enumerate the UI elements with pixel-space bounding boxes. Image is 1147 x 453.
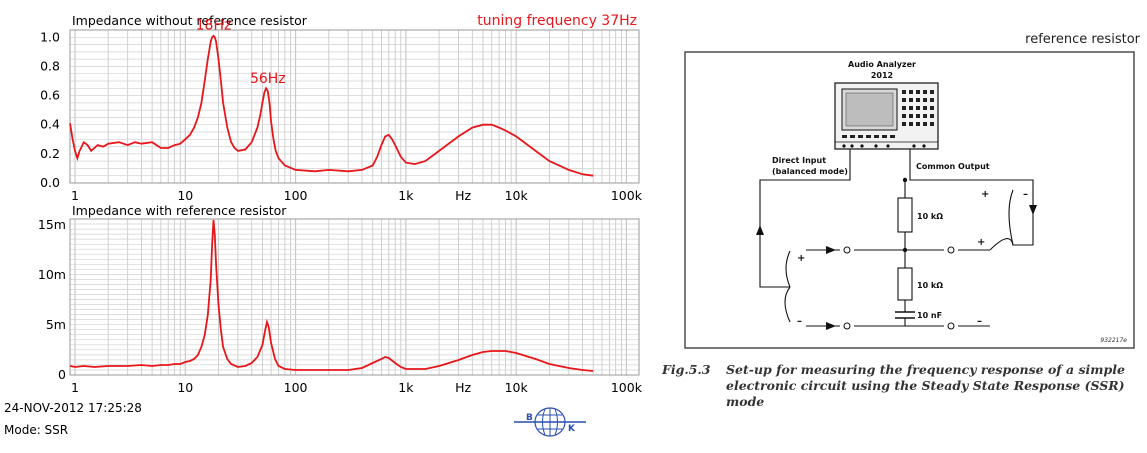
- peak-annotation: 18Hz: [196, 17, 232, 33]
- impedance-chart-with-resistor: 0 5m 10m 15m 1 10 100 1k Hz 10k 100k Impedance wi…: [38, 203, 643, 395]
- chart2-trace: [69, 219, 594, 372]
- caption-text: Set-up for measuring the frequency respo…: [726, 362, 1125, 409]
- x-tick-label: 10: [177, 188, 193, 203]
- svg-text:+: +: [981, 189, 989, 200]
- logo-letter-k: K: [568, 424, 576, 434]
- caption-number: Fig.5.3: [662, 362, 711, 377]
- x-tick-label: Hz: [455, 380, 471, 395]
- figure-caption: Fig.5.3 Set-up for measuring the frequen…: [662, 362, 1132, 410]
- svg-text:+: +: [797, 253, 805, 264]
- tuning-frequency-note: tuning frequency 37Hz: [477, 13, 637, 29]
- x-tick-label: 1k: [398, 380, 414, 395]
- circuit-wires: [759, 149, 1034, 327]
- analyzer-connectors: [842, 144, 926, 148]
- y-tick-label: 0.4: [40, 117, 60, 132]
- circuit-node: [902, 247, 908, 253]
- chart2-y-ticks: 0 5m 10m 15m: [38, 217, 66, 382]
- analyzer-model: 2012: [871, 71, 893, 80]
- analyzer-title: Audio Analyzer: [848, 60, 916, 69]
- y-tick-label: 5m: [46, 317, 66, 332]
- peak-annotation: 56Hz: [250, 71, 286, 87]
- polarity-marks: + – + – + –: [797, 189, 1028, 327]
- y-tick-label: 0.0: [40, 175, 60, 190]
- analyzer-keys: [842, 90, 934, 138]
- direct-input-sub: (balanced mode): [772, 167, 848, 176]
- bk-logo: B K: [514, 407, 586, 437]
- circuit-terminals: [843, 246, 955, 330]
- chart1-trace: [69, 34, 594, 177]
- chart2-grid: [70, 218, 639, 376]
- x-tick-label: 10: [177, 380, 193, 395]
- chart2-title: Impedance with reference resistor: [72, 203, 287, 218]
- circuit-diagram: Audio Analyzer 2012 Direct Input (balanc…: [684, 51, 1135, 349]
- figure-code: 932217e: [1100, 337, 1127, 344]
- logo-letter-b: B: [526, 413, 533, 423]
- capacitor-label: 10 nF: [917, 311, 942, 320]
- reference-resistor-label: reference resistor: [1025, 32, 1140, 47]
- timestamp: 24-NOV-2012 17:25:28: [4, 401, 142, 415]
- chart2-frame: [69, 218, 640, 376]
- chart1-annotations: 18Hz 56Hz: [196, 17, 286, 87]
- resistor-top-label: 10 kΩ: [917, 212, 943, 221]
- y-tick-label: 15m: [38, 217, 66, 232]
- x-tick-label: 1: [71, 380, 79, 395]
- audio-analyzer-device: Audio Analyzer 2012: [834, 60, 939, 150]
- x-tick-label: 10k: [505, 380, 529, 395]
- resistor-bottom: [897, 267, 913, 301]
- y-tick-label: 0.8: [40, 58, 60, 73]
- svg-text:–: –: [977, 316, 982, 327]
- direct-input-label: Direct Input: [772, 156, 826, 165]
- circuit-arrows: [756, 205, 1037, 330]
- chart1-title: Impedance without reference resistor: [72, 13, 308, 28]
- y-tick-label: 0: [58, 367, 66, 382]
- mode-label: Mode: SSR: [4, 423, 68, 437]
- chart1-x-ticks: 1 10 100 1k Hz 10k 100k: [71, 188, 643, 203]
- x-tick-label: 100: [284, 188, 308, 203]
- chart1-frame: [69, 29, 640, 184]
- x-tick-label: 100: [284, 380, 308, 395]
- x-tick-label: 10k: [505, 188, 529, 203]
- resistor-top: [897, 197, 913, 233]
- chart1-grid: [70, 29, 639, 184]
- resistor-bottom-label: 10 kΩ: [917, 281, 943, 290]
- y-tick-label: 10m: [38, 267, 66, 282]
- x-tick-label: 1k: [398, 188, 414, 203]
- x-tick-label: 100k: [611, 380, 643, 395]
- chart1-y-ticks: 0.0 0.2 0.4 0.6 0.8 1.0: [40, 29, 60, 190]
- x-tick-label: Hz: [455, 188, 471, 203]
- y-tick-label: 0.2: [40, 146, 60, 161]
- impedance-chart-without-resistor: 0.0 0.2 0.4 0.6 0.8 1.0 1 10 100 1k Hz 10k 100k Imp…: [40, 13, 643, 203]
- x-tick-label: 100k: [611, 188, 643, 203]
- chart2-x-ticks: 1 10 100 1k Hz 10k 100k: [71, 380, 643, 395]
- svg-text:–: –: [1023, 189, 1028, 200]
- circuit-node-top: [902, 177, 908, 183]
- common-output-label: Common Output: [916, 162, 990, 171]
- svg-text:+: +: [977, 237, 985, 248]
- y-tick-label: 1.0: [40, 29, 60, 44]
- svg-text:–: –: [797, 316, 802, 327]
- x-tick-label: 1: [71, 188, 79, 203]
- y-tick-label: 0.6: [40, 88, 60, 103]
